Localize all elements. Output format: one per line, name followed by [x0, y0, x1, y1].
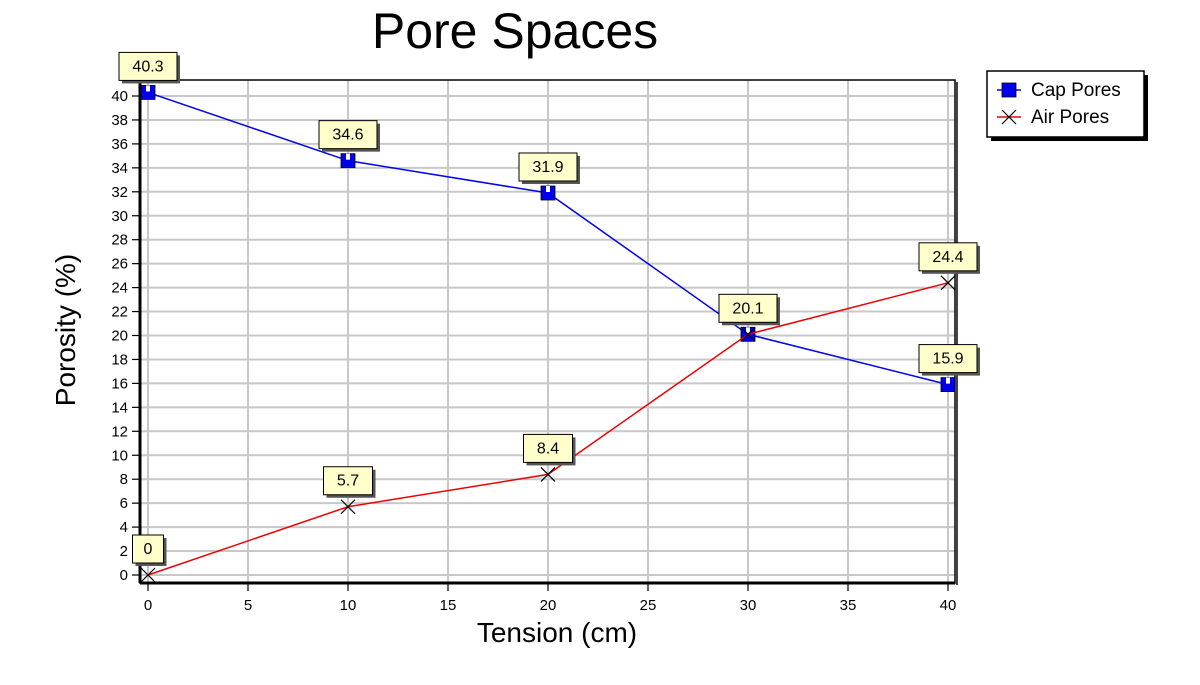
svg-text:8.4: 8.4 [537, 440, 559, 457]
point-cap-pores-2 [540, 185, 556, 201]
series-layer [140, 85, 956, 583]
data-label-cap-pores-3: 20.1 [718, 293, 780, 326]
y-tick-label-11: 22 [111, 304, 128, 321]
x-tick-label-7: 35 [840, 597, 857, 614]
svg-text:40.3: 40.3 [132, 58, 163, 75]
svg-text:15.9: 15.9 [932, 351, 963, 368]
y-tick-label-17: 34 [111, 160, 128, 177]
data-label-cap-pores-4: 15.9 [918, 344, 980, 376]
x-axis-title: Tension (cm) [477, 617, 637, 648]
data-label-cap-pores-2: 31.9 [518, 152, 580, 184]
y-tick-label-14: 28 [111, 232, 128, 249]
point-cap-pores-0 [140, 85, 156, 100]
y-tick-label-6: 12 [111, 423, 128, 440]
y-tick-label-9: 18 [111, 351, 128, 368]
data-labels: 40.3 34.6 31.9 20.1 15.9 0 5.7 8.4 24.4 [118, 51, 980, 566]
data-label-air-pores-0: 0 [132, 534, 167, 566]
y-tick-label-16: 32 [111, 184, 128, 201]
x-tick-label-5: 25 [640, 597, 657, 614]
legend-label-air-pores: Air Pores [1031, 107, 1109, 128]
legend: Cap Pores Air Pores [986, 70, 1148, 141]
svg-text:24.4: 24.4 [932, 249, 963, 266]
svg-text:34.6: 34.6 [332, 127, 363, 144]
y-tick-label-20: 40 [111, 88, 128, 105]
y-tick-label-19: 38 [111, 112, 128, 129]
y-axis-title: Porosity (%) [50, 254, 81, 406]
y-tick-label-15: 30 [111, 208, 128, 225]
legend-marker-air-pores [1001, 109, 1017, 125]
legend-box [986, 70, 1145, 138]
data-label-air-pores-4: 24.4 [918, 242, 980, 274]
point-air-pores-0 [140, 567, 156, 583]
data-label-cap-pores-0: 40.3 [118, 51, 180, 84]
y-tick-label-13: 26 [111, 256, 128, 273]
y-tick-label-7: 14 [111, 399, 128, 416]
y-tick-label-0: 0 [120, 567, 128, 584]
svg-text:31.9: 31.9 [532, 159, 563, 176]
x-tick-label-6: 30 [740, 597, 757, 614]
y-tick-label-8: 16 [111, 375, 128, 392]
point-air-pores-3 [740, 326, 756, 342]
data-label-air-pores-2: 8.4 [523, 433, 576, 466]
chart-title: Pore Spaces [372, 3, 658, 59]
point-air-pores-2 [540, 466, 556, 482]
point-cap-pores-4 [940, 377, 956, 392]
svg-text:0: 0 [144, 541, 153, 558]
legend-label-cap-pores: Cap Pores [1031, 80, 1121, 101]
y-tick-label-2: 4 [120, 519, 128, 536]
svg-text:20.1: 20.1 [732, 300, 763, 317]
x-tick-label-8: 40 [940, 597, 957, 614]
y-tick-label-5: 10 [111, 447, 128, 464]
data-label-cap-pores-1: 34.6 [318, 120, 380, 152]
svg-text:5.7: 5.7 [337, 473, 359, 490]
x-tick-label-2: 10 [340, 597, 357, 614]
y-tick-label-18: 36 [111, 136, 128, 153]
legend-marker-cap-pores [1001, 82, 1017, 98]
x-ticks: 0 5 10 15 20 25 30 35 40 [144, 583, 957, 614]
y-tick-label-4: 8 [120, 471, 128, 488]
point-cap-pores-1 [340, 153, 356, 169]
data-label-air-pores-1: 5.7 [323, 466, 376, 498]
x-tick-label-0: 0 [144, 597, 152, 614]
y-tick-label-1: 2 [120, 543, 128, 560]
point-air-pores-4 [940, 275, 956, 291]
y-tick-label-10: 20 [111, 328, 128, 345]
point-air-pores-1 [340, 499, 356, 515]
x-tick-label-4: 20 [540, 597, 557, 614]
x-tick-label-3: 15 [440, 597, 457, 614]
x-tick-label-1: 5 [244, 597, 252, 614]
y-tick-label-3: 6 [120, 495, 128, 512]
y-tick-label-12: 24 [111, 280, 128, 297]
